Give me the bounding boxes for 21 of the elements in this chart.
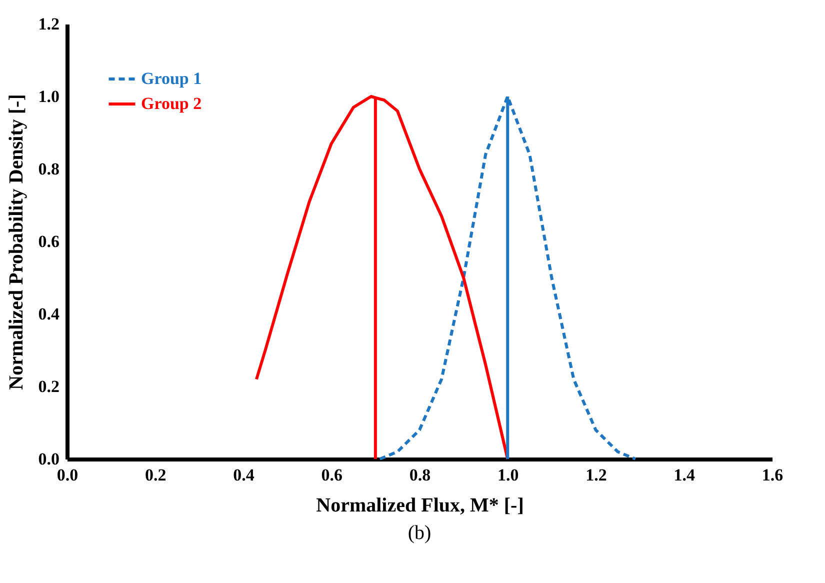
y-axis-title: Normalized Probability Density [-] bbox=[5, 94, 28, 390]
x-tick-label: 1.4 bbox=[674, 466, 696, 484]
x-tick-label: 0.6 bbox=[321, 466, 342, 484]
y-tick-label: 0.2 bbox=[38, 377, 60, 396]
y-tick-label: 1.0 bbox=[38, 87, 60, 106]
legend-label: Group 1 bbox=[141, 69, 202, 88]
x-tick-label: 0.4 bbox=[233, 466, 255, 484]
text: (b) bbox=[408, 522, 432, 544]
y-tick-label: 0.4 bbox=[38, 304, 60, 324]
x-tick-label: 1.2 bbox=[586, 466, 607, 484]
x-tick-label: 0.0 bbox=[56, 466, 78, 484]
y-tick-label: 0.8 bbox=[38, 160, 60, 178]
x-axis-title: Normalized Flux, M* [-] bbox=[316, 494, 524, 516]
x-tick-label: 1.0 bbox=[498, 466, 519, 484]
x-tick-label: 0.2 bbox=[145, 466, 166, 484]
y-tick-label: 0.6 bbox=[38, 232, 60, 251]
y-tick-label: 0.0 bbox=[38, 450, 60, 468]
x-tick-label: 1.6 bbox=[762, 466, 784, 484]
legend-label: Group 2 bbox=[141, 94, 202, 113]
x-tick-label: 0.8 bbox=[409, 466, 431, 484]
y-tick-label: 1.2 bbox=[38, 14, 60, 34]
